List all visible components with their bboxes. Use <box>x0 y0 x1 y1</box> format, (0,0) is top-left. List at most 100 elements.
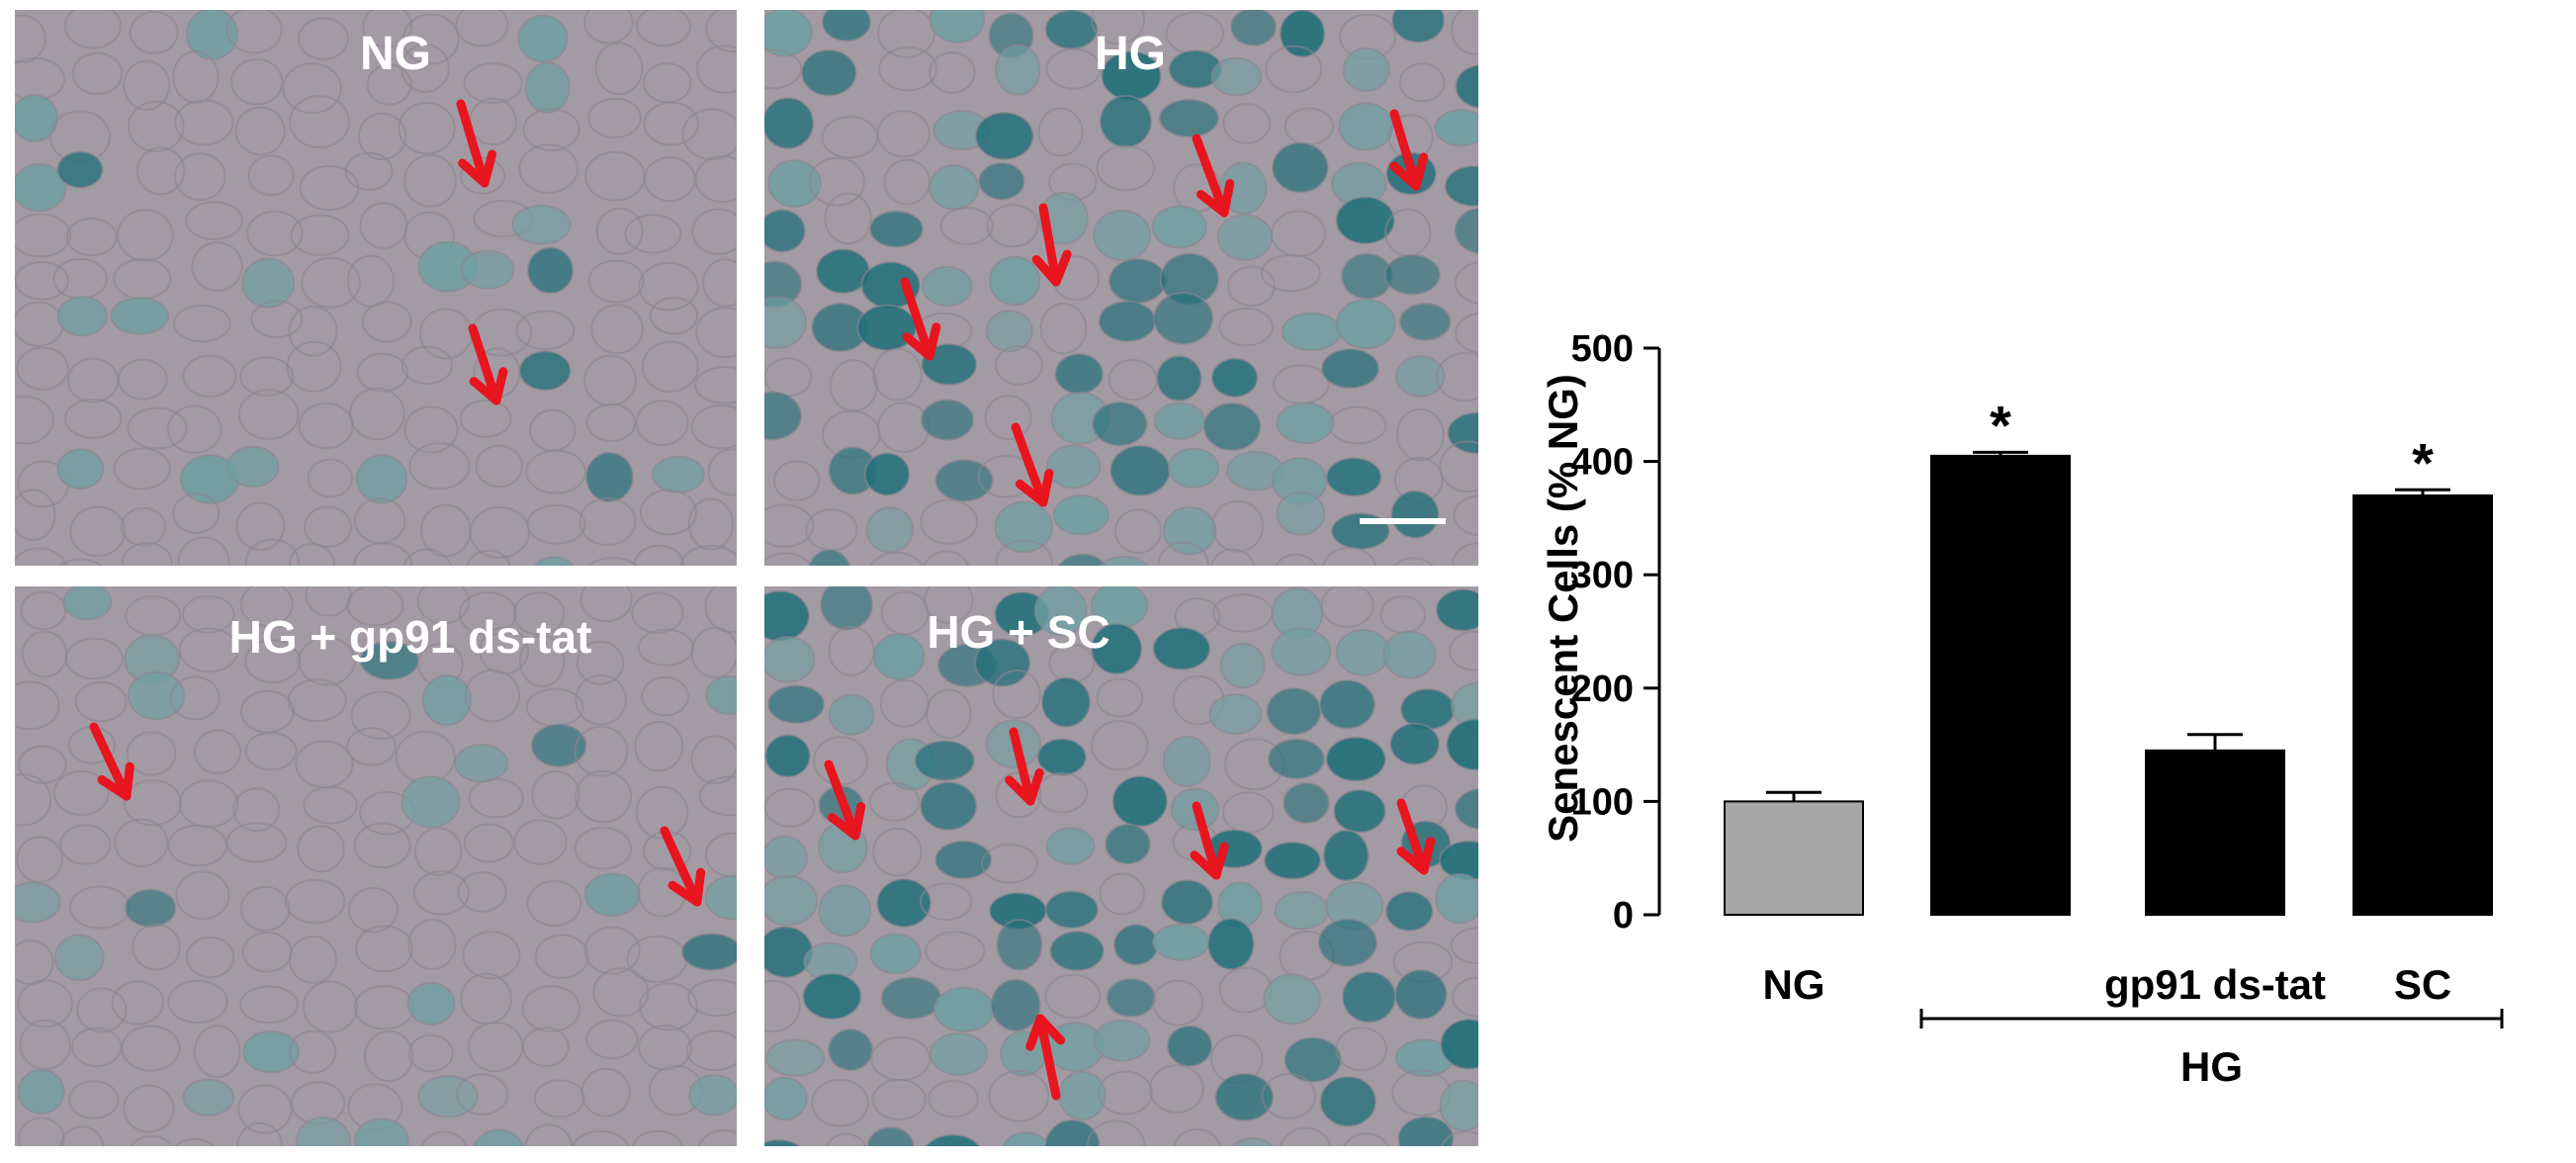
cell <box>583 926 641 975</box>
cell <box>919 781 978 832</box>
cell <box>1449 630 1478 671</box>
cell <box>764 636 816 683</box>
cell <box>15 547 68 566</box>
cell <box>1271 627 1332 676</box>
cell <box>1338 102 1394 151</box>
cell <box>518 635 566 688</box>
red-arrow-icon <box>824 760 866 841</box>
cell <box>56 150 104 189</box>
cell <box>127 671 186 721</box>
cell <box>403 405 459 454</box>
cell <box>925 1133 981 1146</box>
cell <box>348 886 399 934</box>
cell <box>876 110 931 158</box>
cell <box>366 63 412 106</box>
cell <box>135 146 186 196</box>
cell <box>242 1029 301 1074</box>
cell <box>1152 626 1211 671</box>
cell <box>995 539 1053 566</box>
cell <box>800 48 857 97</box>
cell <box>926 688 972 740</box>
cell <box>15 93 58 142</box>
cell <box>876 878 933 929</box>
arrow-layer <box>900 109 1429 507</box>
cell <box>704 586 737 634</box>
arrow-layer <box>456 99 508 405</box>
cell <box>169 675 221 721</box>
cell <box>694 155 737 204</box>
cell <box>1044 973 1102 1020</box>
cell <box>225 10 283 54</box>
cell <box>1395 407 1445 462</box>
red-arrow-icon <box>468 323 508 405</box>
cell <box>56 296 108 337</box>
cell <box>355 925 413 973</box>
group-label: HG <box>2180 1043 2243 1090</box>
cell <box>1260 253 1321 293</box>
cell <box>824 192 872 245</box>
cell <box>1045 47 1102 90</box>
red-arrow-icon <box>1025 1014 1066 1101</box>
cell <box>1317 918 1378 967</box>
cell <box>632 1129 684 1146</box>
cell <box>1158 98 1220 138</box>
cell <box>19 1019 71 1071</box>
cell <box>456 1073 509 1116</box>
cell <box>641 340 699 393</box>
cell <box>282 62 342 115</box>
cell <box>406 981 456 1027</box>
cell <box>1093 209 1152 261</box>
cell <box>872 827 923 877</box>
cell <box>1208 693 1263 736</box>
cell <box>1397 1116 1455 1146</box>
cell <box>1322 829 1370 882</box>
cell <box>1319 1075 1377 1127</box>
cell <box>185 201 243 240</box>
cell <box>802 972 862 1021</box>
panel-label-hg: HG <box>1095 28 1166 80</box>
cell <box>121 506 167 547</box>
cell <box>407 1033 454 1073</box>
cell <box>1002 1131 1050 1146</box>
cell <box>518 350 572 392</box>
cell <box>191 241 243 292</box>
cell <box>407 919 457 970</box>
cell <box>241 257 296 309</box>
cell <box>990 978 1041 1032</box>
cell <box>929 10 986 44</box>
cell <box>592 967 650 1018</box>
cell <box>764 589 811 643</box>
cell <box>1435 588 1478 632</box>
cell <box>705 10 737 53</box>
cell <box>1098 300 1157 343</box>
cell <box>1383 253 1441 296</box>
cell <box>1033 586 1088 637</box>
cell <box>920 498 979 545</box>
cell <box>585 1019 639 1060</box>
cell <box>1335 628 1391 676</box>
cell <box>985 310 1033 353</box>
cell <box>1435 872 1478 925</box>
cell <box>1106 977 1156 1019</box>
cell <box>690 626 737 678</box>
cell <box>1112 924 1159 966</box>
cell <box>460 249 515 290</box>
cell <box>117 209 174 262</box>
cell <box>865 506 915 554</box>
cell <box>522 1027 570 1067</box>
cell <box>1157 541 1209 566</box>
red-arrow-icon <box>1396 798 1436 875</box>
cell <box>239 885 291 933</box>
cell <box>17 1068 65 1115</box>
cell <box>871 1078 927 1121</box>
cell <box>880 976 942 1021</box>
cell <box>1091 10 1146 45</box>
cell <box>680 933 737 971</box>
cell <box>1044 1118 1101 1146</box>
cell <box>1342 46 1390 93</box>
cell <box>1325 736 1386 782</box>
panel-label-hg-gp91: HG + gp91 ds-tat <box>229 611 592 663</box>
cell <box>688 1074 737 1117</box>
cell <box>121 1025 181 1072</box>
cell <box>1210 499 1265 553</box>
